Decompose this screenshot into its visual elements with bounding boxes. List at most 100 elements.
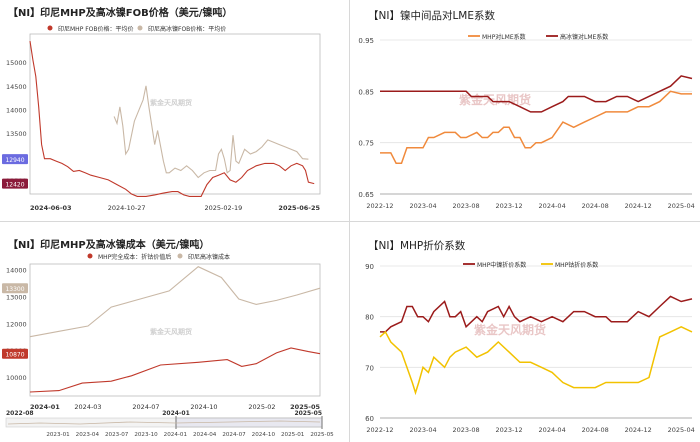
x-tick-label: 2024-08	[582, 426, 609, 434]
legend-marker	[47, 25, 53, 31]
y-tick-label: 12000	[6, 320, 27, 328]
x-tick-label: 2025-02-19	[204, 204, 242, 212]
y-tick-label: 10000	[6, 374, 27, 382]
x-tick-label: 2022-12	[366, 426, 393, 434]
legend-label: 印尼MHP FOB价格：平均价	[58, 25, 134, 33]
plot-frame	[29, 33, 321, 195]
series-line-1	[380, 90, 692, 164]
x-tick-label: 2025-06-25	[278, 204, 320, 212]
legend-label: MHP对LME系数	[482, 33, 526, 41]
y-tick-label: 14000	[6, 266, 27, 274]
panel-title: 【NI】MHP折价系数	[368, 240, 466, 252]
x-tick-label: 2023-08	[452, 426, 479, 434]
x-tick-label: 2024-12	[625, 426, 652, 434]
x-tick-label: 2025-05	[290, 403, 320, 411]
range-label-bottom: 2024-07	[222, 432, 246, 438]
range-label-top: 2024-01	[162, 410, 190, 417]
range-label-top: 2025-05	[294, 410, 322, 417]
legend-marker	[177, 253, 183, 259]
x-tick-label: 2024-08	[582, 202, 609, 210]
x-tick-label: 2025-04	[668, 426, 695, 434]
x-tick-label: 2024-04	[539, 202, 566, 210]
x-tick-label: 2024-01	[30, 403, 60, 411]
last-value-label: 12420	[2, 178, 28, 189]
x-tick-label: 2023-12	[496, 202, 523, 210]
range-label-bottom: 2024-10	[252, 432, 276, 438]
x-tick-label: 2023-04	[409, 202, 436, 210]
watermark: 紫金天风期货	[150, 98, 192, 107]
range-label-top: 2022-08	[6, 410, 34, 417]
last-value-box	[2, 283, 28, 294]
y-tick-label: 0.75	[358, 140, 374, 148]
range-label-bottom: 2023-04	[76, 432, 100, 438]
legend-entry: 高冰镍对LME系数	[546, 33, 608, 41]
legend-entry: 印尼MHP FOB价格：平均价	[47, 25, 134, 33]
x-tick-label: 2025-04	[668, 202, 695, 210]
y-tick-label: 60	[365, 415, 374, 423]
range-label-bottom: 2023-07	[105, 432, 129, 438]
range-slider-preview	[7, 420, 321, 425]
last-value-box	[2, 154, 28, 165]
legend-label: 高冰镍对LME系数	[560, 33, 608, 41]
y-tick-label: 80	[365, 314, 374, 322]
x-tick-label: 2023-08	[452, 202, 479, 210]
y-tick-label: 0.65	[358, 191, 374, 199]
legend-entry: MHP中镍折价系数	[463, 261, 526, 269]
last-value-text: 12940	[5, 157, 24, 164]
last-value-text: 12420	[5, 182, 24, 189]
series-line-2	[113, 85, 309, 179]
series-line-1	[380, 295, 693, 333]
legend-marker	[137, 25, 143, 31]
legend-marker	[87, 253, 93, 259]
y-tick-label: 13000	[6, 293, 27, 301]
panel-title: 【NI】印尼MHP及高冰镍FOB价格（美元/镍吨）	[8, 8, 233, 19]
panel-title: 【NI】镍中间品对LME系数	[368, 10, 495, 22]
range-label-bottom: 2024-01	[164, 432, 188, 438]
y-tick-label: 90	[365, 263, 374, 271]
legend-entry: MHP钴折价系数	[541, 261, 598, 269]
panel-discount-coefficient: 【NI】MHP折价系数 紫金天风期货 90 80 70 60 2022-12 2023-04…	[354, 226, 700, 442]
series-line-2	[380, 75, 693, 113]
y-tick-label: 0.95	[358, 37, 374, 45]
watermark: 紫金天风期货	[150, 327, 192, 336]
x-tick-label: 2022-12	[366, 202, 393, 210]
y-tick-label: 14000	[6, 106, 27, 114]
last-value-label: 10870	[2, 348, 28, 359]
y-tick-label: 14500	[6, 83, 27, 91]
y-tick-label: 0.85	[358, 88, 374, 96]
x-tick-label: 2024-10-27	[108, 204, 146, 212]
y-tick-label: 13500	[6, 130, 27, 138]
range-label-bottom: 2023-10	[134, 432, 158, 438]
last-value-box	[2, 178, 28, 189]
legend-label: 印尼高冰镍成本	[188, 253, 230, 261]
series-line-2	[29, 266, 321, 338]
x-tick-label: 2024-12	[625, 202, 652, 210]
series-line-2	[379, 325, 693, 396]
series-line-1	[29, 347, 321, 393]
x-tick-label: 2024-03	[74, 403, 101, 411]
x-tick-label: 2024-10	[190, 403, 217, 411]
last-value-text: 13300	[5, 286, 24, 293]
y-tick-label: 15000	[6, 59, 27, 67]
last-value-label: 13300	[2, 283, 28, 294]
y-tick-label: 70	[365, 364, 374, 372]
series-line-1	[29, 41, 315, 197]
panel-cost: 【NI】印尼MHP及高冰镍成本（美元/镍吨） 紫金天风期货 14000 13000 1…	[0, 226, 346, 442]
x-tick-label: 2024-04	[539, 426, 566, 434]
last-value-label: 12940	[2, 154, 28, 165]
legend-entry: MHP完全成本：折钴价值后	[87, 253, 171, 261]
panel-lme-coefficient: 【NI】镍中间品对LME系数 紫金天风期货 0.95 0.85 0.75 0.65 202…	[354, 0, 700, 218]
x-tick-label: 2024-06-03	[30, 204, 72, 212]
legend-entry: 印尼高冰镍FOB价格：平均价	[137, 25, 226, 33]
legend-entry: MHP对LME系数	[468, 33, 526, 41]
legend-label: MHP中镍折价系数	[477, 261, 526, 269]
x-tick-label: 2024-07	[132, 403, 159, 411]
panel-title: 【NI】印尼MHP及高冰镍成本（美元/镍吨）	[8, 240, 210, 251]
x-tick-label: 2023-12	[496, 426, 523, 434]
chart-cost: 紫金天风期货14000130001200011000100002024-0120…	[2, 253, 334, 438]
legend-entry: 印尼高冰镍成本	[177, 253, 230, 261]
last-value-box	[2, 348, 28, 359]
plot-frame	[29, 263, 321, 397]
chart-mhp-fob-price: 紫金天风期货1500014500140001350013000125002024…	[2, 25, 321, 212]
